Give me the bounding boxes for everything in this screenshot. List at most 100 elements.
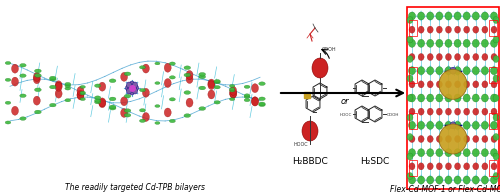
Ellipse shape: [493, 55, 499, 63]
Ellipse shape: [418, 54, 424, 61]
Bar: [409, 113, 417, 129]
Ellipse shape: [407, 75, 413, 82]
Ellipse shape: [472, 149, 480, 157]
Ellipse shape: [164, 63, 171, 72]
Ellipse shape: [34, 110, 42, 114]
Ellipse shape: [454, 108, 460, 115]
Ellipse shape: [80, 91, 86, 94]
Ellipse shape: [50, 85, 56, 89]
Ellipse shape: [464, 81, 469, 88]
Ellipse shape: [436, 163, 442, 170]
Ellipse shape: [408, 67, 416, 75]
Ellipse shape: [208, 79, 215, 88]
Ellipse shape: [142, 113, 150, 122]
Ellipse shape: [50, 103, 56, 107]
Ellipse shape: [407, 94, 413, 102]
Ellipse shape: [473, 135, 479, 142]
Ellipse shape: [252, 97, 258, 106]
Ellipse shape: [446, 108, 452, 115]
Ellipse shape: [214, 85, 220, 89]
Ellipse shape: [408, 121, 416, 129]
Ellipse shape: [463, 94, 470, 102]
Ellipse shape: [134, 85, 138, 91]
Ellipse shape: [426, 94, 434, 102]
Ellipse shape: [124, 109, 131, 113]
Ellipse shape: [120, 72, 128, 81]
Ellipse shape: [482, 39, 488, 47]
Ellipse shape: [445, 39, 452, 47]
Ellipse shape: [130, 81, 134, 87]
Text: HOOC: HOOC: [294, 142, 308, 147]
Ellipse shape: [482, 81, 488, 88]
Ellipse shape: [491, 135, 497, 142]
Ellipse shape: [436, 81, 442, 88]
Ellipse shape: [34, 73, 40, 82]
Ellipse shape: [407, 16, 413, 24]
Ellipse shape: [199, 107, 205, 110]
Ellipse shape: [436, 135, 442, 142]
Ellipse shape: [12, 106, 18, 115]
Ellipse shape: [445, 149, 452, 157]
Text: The readily targeted Cd-TPB bilayers: The readily targeted Cd-TPB bilayers: [65, 183, 205, 192]
Ellipse shape: [482, 108, 488, 115]
Ellipse shape: [491, 54, 497, 61]
Ellipse shape: [445, 12, 452, 20]
Ellipse shape: [482, 94, 488, 102]
Ellipse shape: [184, 73, 190, 77]
Ellipse shape: [170, 98, 175, 101]
Ellipse shape: [109, 105, 116, 109]
Ellipse shape: [80, 92, 86, 95]
Ellipse shape: [463, 39, 470, 47]
Ellipse shape: [208, 81, 215, 90]
Ellipse shape: [445, 67, 452, 75]
Ellipse shape: [427, 163, 433, 170]
Ellipse shape: [155, 122, 160, 124]
Ellipse shape: [409, 26, 415, 33]
Ellipse shape: [482, 149, 488, 157]
Bar: [409, 160, 417, 176]
Ellipse shape: [407, 153, 413, 160]
Ellipse shape: [244, 85, 250, 88]
Ellipse shape: [164, 108, 171, 117]
Ellipse shape: [99, 98, 106, 107]
Ellipse shape: [186, 71, 193, 79]
Ellipse shape: [109, 97, 116, 101]
Ellipse shape: [50, 76, 56, 80]
Ellipse shape: [184, 114, 190, 117]
Ellipse shape: [491, 163, 497, 170]
Ellipse shape: [490, 121, 498, 129]
Ellipse shape: [230, 84, 235, 87]
Ellipse shape: [427, 54, 433, 61]
Ellipse shape: [482, 12, 488, 20]
Bar: [304, 92, 310, 98]
Ellipse shape: [184, 66, 190, 70]
Ellipse shape: [436, 12, 443, 20]
Ellipse shape: [186, 98, 193, 107]
Ellipse shape: [5, 101, 11, 104]
Ellipse shape: [164, 79, 171, 88]
Ellipse shape: [472, 67, 480, 75]
Ellipse shape: [155, 62, 160, 65]
Ellipse shape: [454, 54, 460, 61]
Ellipse shape: [436, 149, 443, 157]
Ellipse shape: [446, 26, 452, 33]
Ellipse shape: [473, 163, 479, 170]
Ellipse shape: [170, 62, 175, 65]
Ellipse shape: [436, 94, 443, 102]
Ellipse shape: [482, 54, 488, 61]
Bar: [489, 67, 497, 83]
Ellipse shape: [418, 67, 424, 75]
Ellipse shape: [34, 69, 42, 73]
Ellipse shape: [124, 94, 131, 98]
Bar: [409, 20, 417, 36]
Ellipse shape: [140, 109, 145, 112]
Ellipse shape: [408, 39, 416, 47]
Ellipse shape: [20, 117, 26, 120]
Ellipse shape: [490, 176, 498, 184]
Ellipse shape: [418, 135, 424, 142]
Ellipse shape: [446, 81, 452, 88]
Ellipse shape: [491, 108, 497, 115]
Text: or: or: [340, 96, 349, 105]
Ellipse shape: [55, 89, 62, 98]
Ellipse shape: [439, 69, 467, 99]
